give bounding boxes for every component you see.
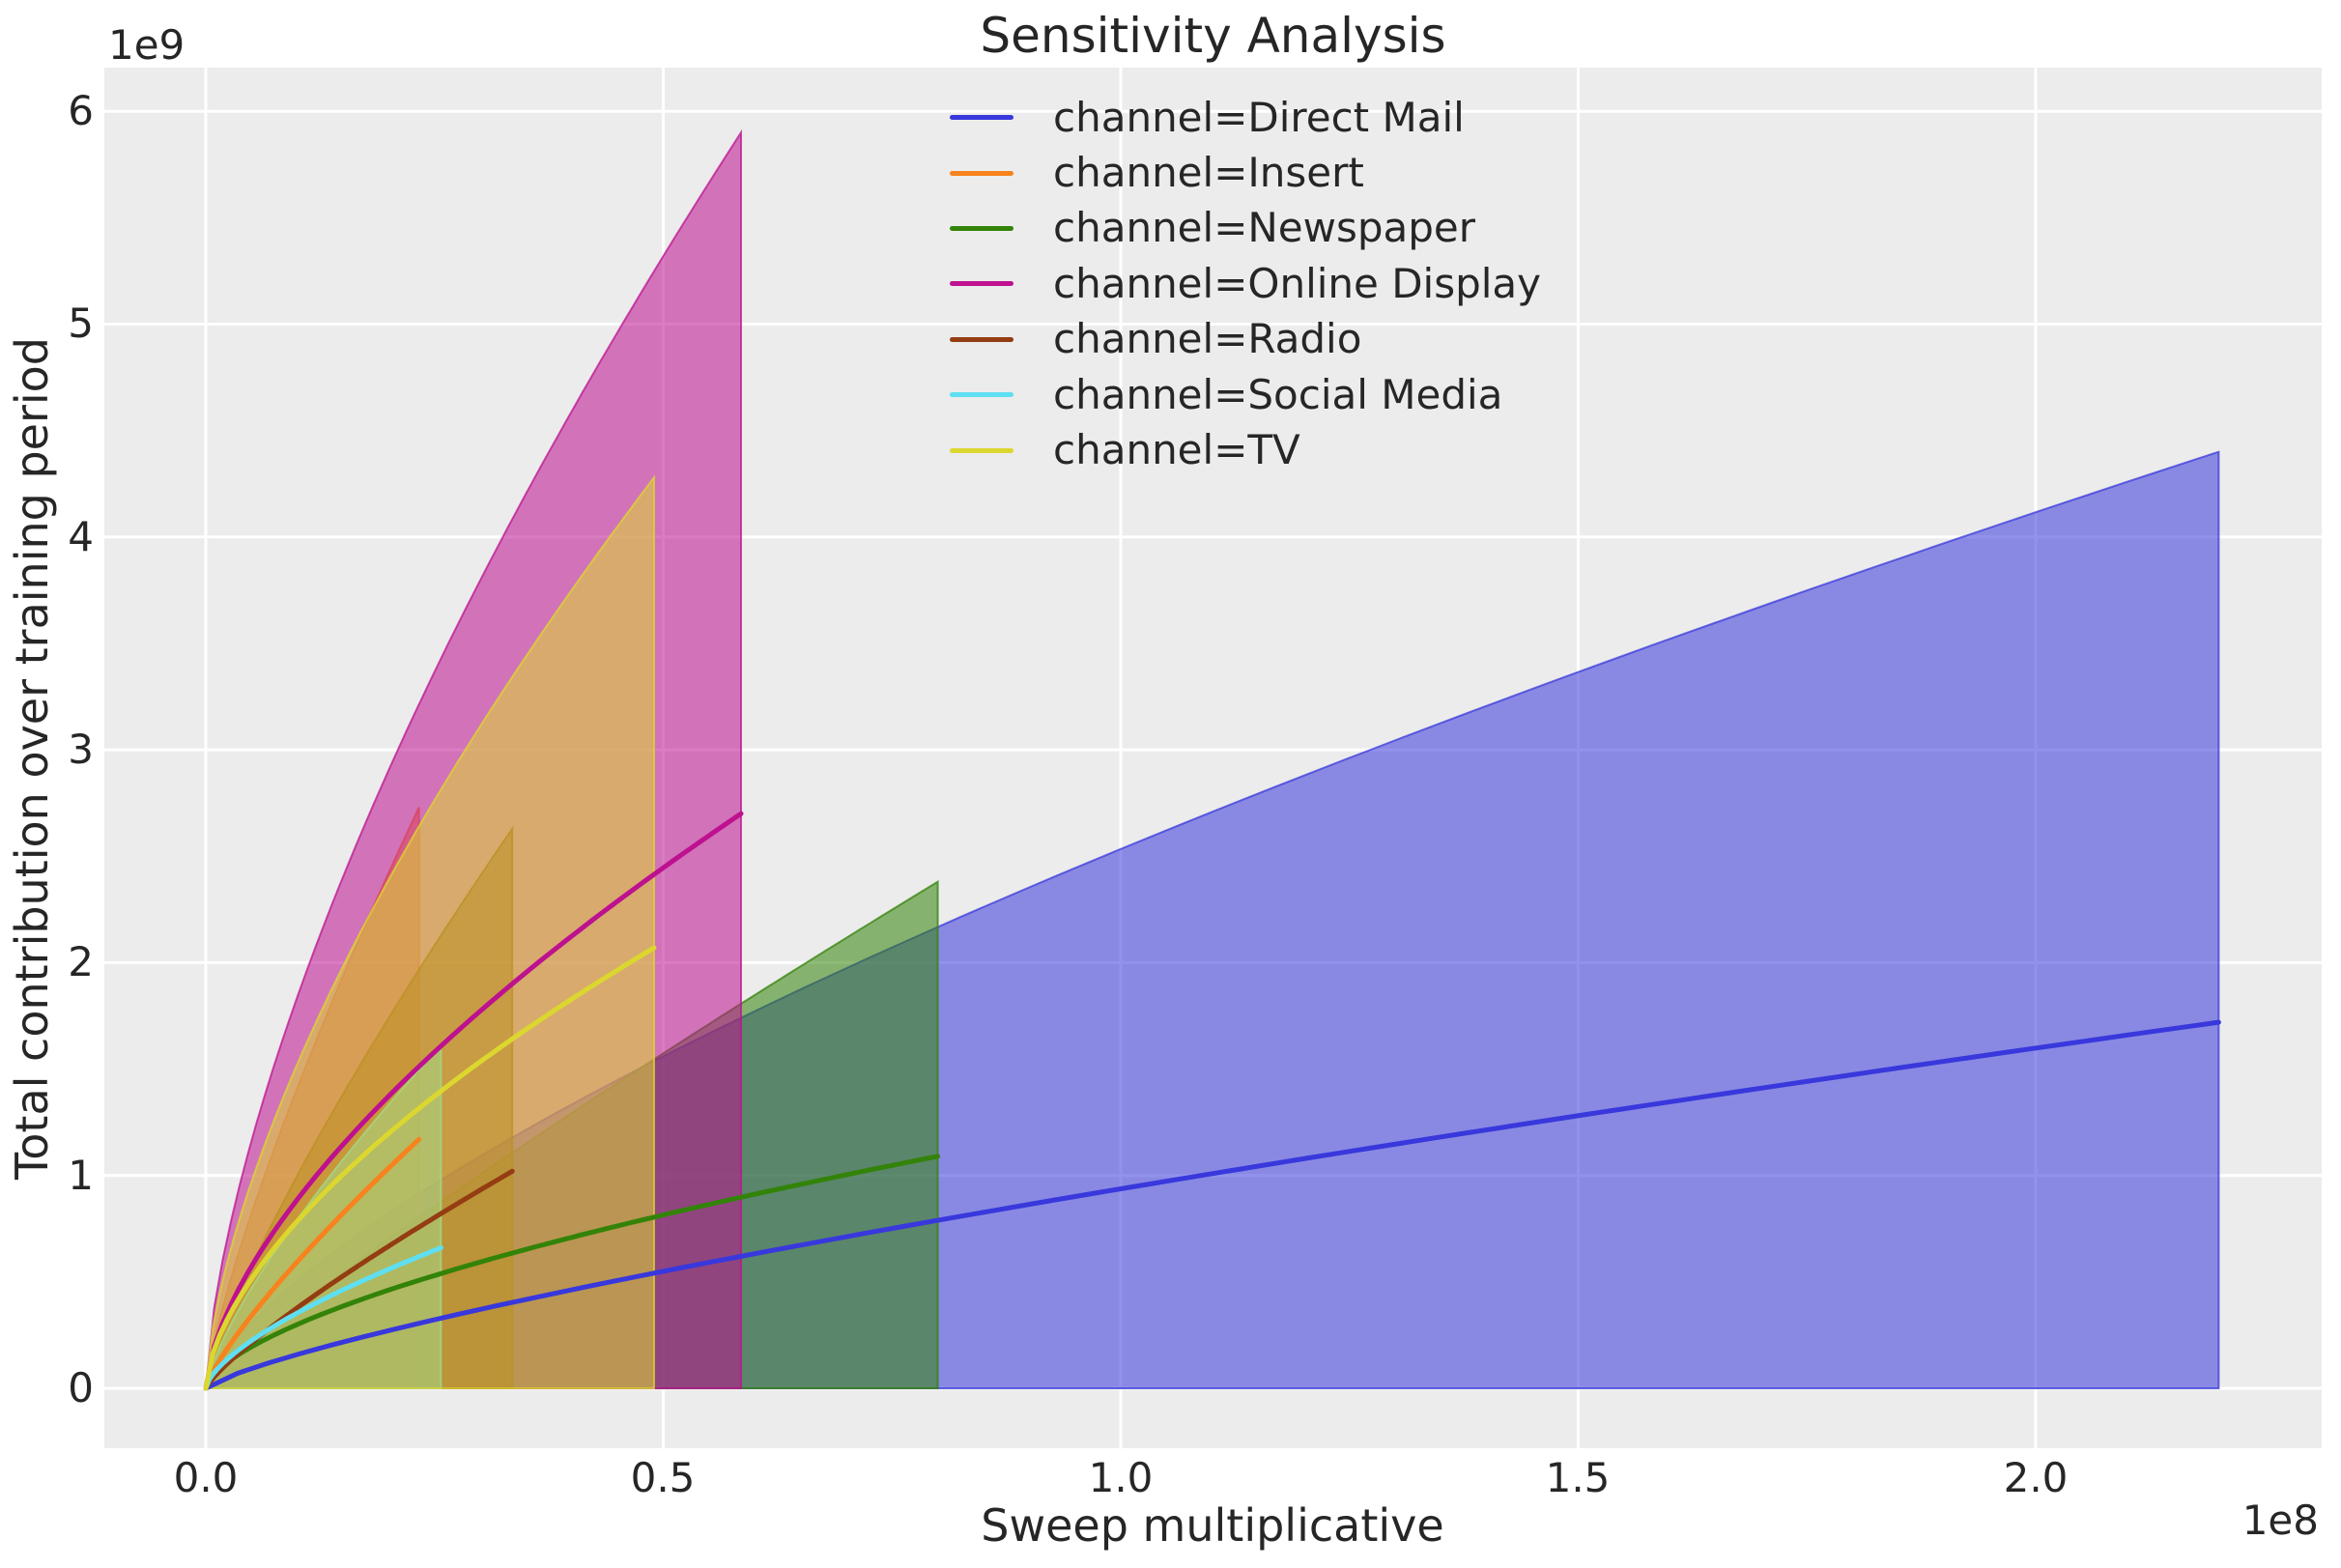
legend-item-tv: channel=TV [950,422,1541,477]
y-tick-3: 3 [68,726,94,773]
legend-label-insert: channel=Insert [1053,149,1364,197]
legend-item-direct-mail: channel=Direct Mail [950,90,1541,145]
legend-label-newspaper: channel=Newspaper [1053,204,1476,252]
line-tv [203,945,657,1391]
x-axis-offset-text: 1e8 [2241,1497,2319,1544]
line-insert [203,1136,422,1391]
legend-item-online-display: channel=Online Display [950,256,1541,311]
y-tick-2: 2 [68,938,94,985]
legend-item-newspaper: channel=Newspaper [950,201,1541,256]
legend-label-direct-mail: channel=Direct Mail [1053,93,1465,141]
x-tick-3: 1.5 [1545,1454,1611,1501]
legend-item-insert: channel=Insert [950,145,1541,200]
legend-label-online-display: channel=Online Display [1053,259,1542,307]
line-direct-mail [203,1019,2221,1391]
y-axis-label: Total contribution over training period [6,336,58,1181]
legend-swatch-online-display [950,281,1013,287]
y-tick-6: 6 [68,87,94,134]
y-axis-offset-text: 1e9 [108,21,186,69]
legend-swatch-social-media [950,392,1013,398]
legend-item-social-media: channel=Social Media [950,367,1541,422]
y-tick-4: 4 [68,513,94,560]
x-tick-0: 0.0 [173,1454,239,1501]
legend-swatch-radio [950,336,1013,342]
line-online-display [203,811,744,1391]
line-newspaper [203,1154,941,1391]
legend: channel=Direct Mail channel=Insert chann… [950,90,1541,478]
x-tick-2: 1.0 [1088,1454,1154,1501]
legend-label-tv: channel=TV [1053,426,1300,474]
legend-item-radio: channel=Radio [950,312,1541,367]
legend-swatch-direct-mail [950,115,1013,121]
y-tick-5: 5 [68,299,94,347]
legend-swatch-insert [950,170,1013,176]
line-social-media [203,1245,443,1391]
x-axis-label: Sweep multiplicative [981,1499,1444,1552]
x-tick-4: 2.0 [2003,1454,2069,1501]
x-tick-1: 0.5 [630,1454,696,1501]
y-tick-1: 1 [68,1152,94,1199]
legend-label-social-media: channel=Social Media [1053,370,1503,418]
chart-title: Sensitivity Analysis [980,8,1446,64]
legend-label-radio: channel=Radio [1053,315,1362,363]
band-tv [204,474,655,1389]
legend-swatch-tv [950,447,1013,453]
legend-swatch-newspaper [950,225,1013,231]
y-tick-0: 0 [68,1364,94,1411]
